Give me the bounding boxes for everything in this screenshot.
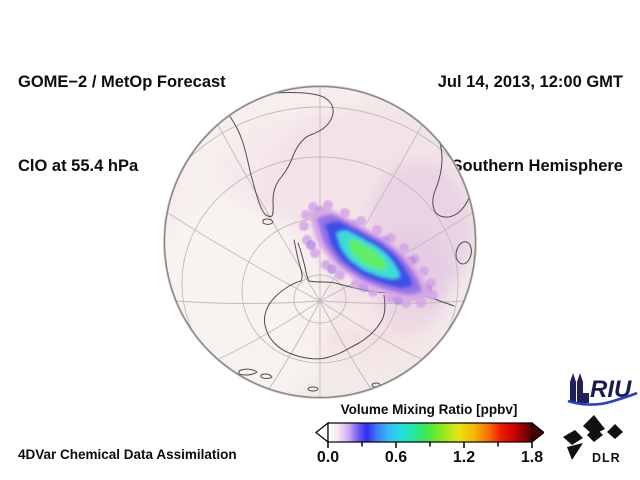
colorbar-tick-label-3: 1.8 xyxy=(520,449,544,466)
hemisphere-globe-map xyxy=(163,85,477,399)
island-3 xyxy=(307,386,319,392)
coast-madagascar xyxy=(455,241,472,265)
coast-south-america xyxy=(222,91,334,217)
colorbar-tick-label-2: 1.2 xyxy=(452,449,476,466)
riu-wave-icon xyxy=(567,391,638,406)
island-1 xyxy=(238,368,258,376)
colorbar xyxy=(315,421,544,448)
header-left: GOME−2 / MetOp Forecast ClO at 55.4 hPa xyxy=(18,12,226,236)
riu-logo: RIU xyxy=(567,373,638,406)
globe-limb xyxy=(163,85,477,399)
coast-tierra-del-fuego xyxy=(262,218,274,225)
colorbar-tick-label-0: 0.0 xyxy=(316,449,340,466)
colorbar-gradient xyxy=(327,422,533,443)
globe-outer-halo xyxy=(163,85,477,399)
coast-antarctica-body xyxy=(263,239,386,360)
dlr-emblem-icon xyxy=(563,415,623,460)
colorbar-title: Volume Mixing Ratio [ppbv] xyxy=(340,402,518,417)
species-level: ClO at 55.4 hPa xyxy=(18,157,139,175)
colorbar-over-arrow xyxy=(531,421,544,444)
footer-credits: 4DVar Chemical Data Assimilation SACADA … xyxy=(18,404,237,480)
dlr-logo: DLR xyxy=(563,415,623,465)
product-title: GOME−2 / MetOp Forecast xyxy=(18,73,226,91)
island-2 xyxy=(260,373,273,379)
colorbar-tick-label-1: 0.6 xyxy=(384,449,408,466)
coast-antarctic-peninsula-east xyxy=(297,242,310,282)
riu-wordmark: RIU xyxy=(590,376,632,403)
dlr-wordmark: DLR xyxy=(592,451,621,465)
riu-cathedral-icon xyxy=(570,373,589,403)
clo-crescent-feature xyxy=(299,200,438,308)
colorbar-under-arrow xyxy=(315,421,329,444)
timestamp: Jul 14, 2013, 12:00 GMT xyxy=(437,73,623,91)
colorbar-ticks xyxy=(327,442,533,448)
header-right: Jul 14, 2013, 12:00 GMT Southern Hemisph… xyxy=(438,12,623,236)
hemisphere-label: Southern Hemisphere xyxy=(451,157,623,175)
assimilation-label: 4DVar Chemical Data Assimilation xyxy=(18,447,237,462)
